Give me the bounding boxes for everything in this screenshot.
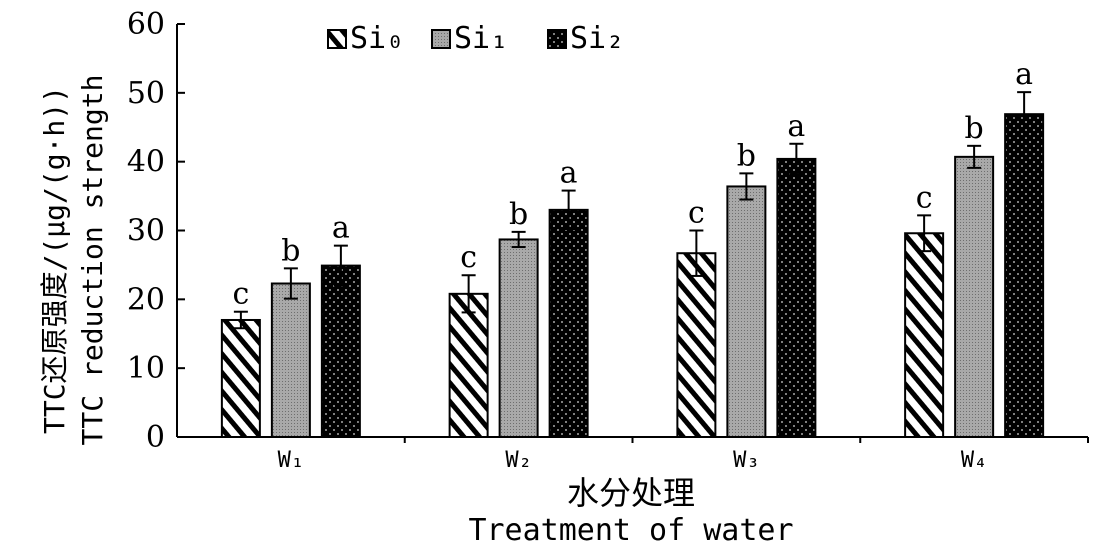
- significance-letter: a: [332, 211, 350, 246]
- bar: [320, 264, 361, 439]
- y-ticks: 0 10 20 30 40 50 60: [127, 7, 185, 455]
- significance-letter: b: [281, 233, 300, 268]
- legend-swatch: [327, 29, 347, 49]
- significance-letter: c: [688, 196, 705, 231]
- bar: [904, 232, 945, 438]
- y-tick-label: 10: [127, 351, 165, 386]
- x-tick-label: W₁: [278, 448, 305, 473]
- axes: [176, 24, 1088, 438]
- y-axis-label-en: TTC reduction strength: [76, 75, 109, 446]
- legend-label: Si₁: [454, 21, 508, 56]
- bar: [776, 157, 817, 438]
- y-tick-label: 60: [127, 7, 165, 42]
- significance-letter: c: [460, 240, 477, 275]
- bar: [676, 252, 717, 438]
- significance-letter: b: [509, 197, 528, 232]
- bar: [1004, 113, 1045, 439]
- legend: Si₀ Si₁ Si₂: [327, 21, 624, 56]
- bar: [270, 282, 311, 439]
- y-tick-label: 20: [127, 282, 165, 317]
- legend-label: Si₂: [570, 21, 624, 56]
- x-ticks: W₁ W₂ W₃ W₄: [278, 437, 1089, 473]
- y-tick-label: 40: [127, 145, 165, 180]
- bar: [548, 208, 589, 438]
- bar: [498, 238, 539, 438]
- y-tick-label: 30: [127, 214, 165, 249]
- y-tick-label: 50: [127, 76, 165, 111]
- bar: [726, 185, 767, 438]
- y-tick-label: 0: [146, 420, 165, 455]
- y-axis-label-cn: TTC还原强度/(μg/(g·h)): [38, 86, 71, 434]
- legend-swatch: [431, 29, 451, 49]
- legend-swatch: [547, 29, 567, 49]
- x-tick-label: W₃: [733, 448, 760, 473]
- x-tick-label: W₄: [961, 448, 988, 473]
- x-axis-label-en: Treatment of water: [468, 513, 793, 548]
- legend-label: Si₀: [350, 21, 404, 56]
- significance-letter: b: [737, 138, 756, 173]
- significance-letter: a: [560, 156, 578, 191]
- significance-letter: b: [965, 111, 984, 146]
- y-axis-label: TTC还原强度/(μg/(g·h)) TTC reduction strengt…: [38, 75, 109, 446]
- significance-letter: c: [916, 180, 933, 215]
- bar: [954, 155, 995, 438]
- significance-letter: a: [787, 109, 805, 144]
- significance-letter: c: [232, 277, 249, 312]
- bar: [220, 318, 261, 439]
- x-axis-label-cn: 水分处理: [567, 474, 695, 512]
- bar: [448, 292, 489, 438]
- x-tick-label: W₂: [505, 448, 532, 473]
- significance-letter: a: [1015, 57, 1033, 92]
